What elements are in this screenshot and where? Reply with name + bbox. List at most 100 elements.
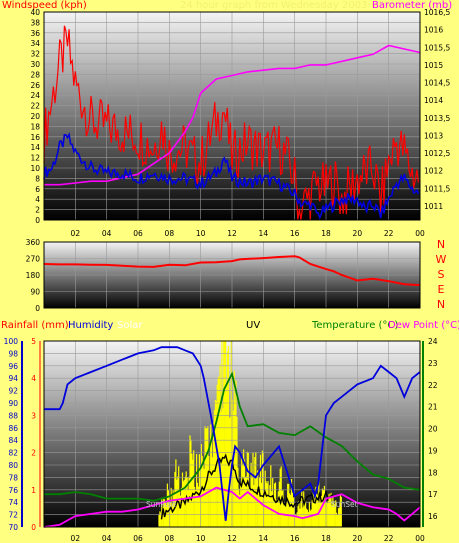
x-tick-label: 16 [290, 534, 300, 543]
solar-bar [220, 411, 222, 527]
solar-bar [273, 500, 275, 527]
solar-bar [249, 488, 251, 527]
solar-bar [243, 449, 245, 527]
x-tick-label: 18 [321, 229, 331, 238]
solar-bar [158, 514, 160, 527]
solar-bar [338, 507, 340, 527]
windspeed-label: Windspeed (kph) [2, 0, 87, 11]
solar-bar [241, 455, 243, 527]
x-tick-label: 22 [384, 229, 394, 238]
solar-bar [238, 488, 240, 527]
rainfall-tick-label: 2 [31, 449, 36, 458]
windspeed-tick-label: 12 [30, 154, 40, 163]
temperature-tick-label: 17 [428, 490, 438, 499]
x-tick-label: 02 [71, 229, 81, 238]
solar-bar [245, 476, 247, 527]
solar-bar [243, 459, 246, 527]
solar-bar [161, 497, 163, 527]
barometer-tick-label: 1016 [424, 26, 443, 35]
solar-bar [217, 377, 219, 527]
solar-bar [274, 482, 277, 527]
humidity-tick-label: 100 [4, 337, 19, 346]
humidity-tick-label: 74 [8, 498, 18, 507]
solar-bar [328, 493, 330, 527]
solar-bar [334, 504, 336, 527]
solar-bar [314, 497, 316, 527]
direction-tick-label: 270 [26, 255, 41, 264]
solar-bar [248, 489, 250, 527]
x-tick-label: 22 [384, 534, 394, 543]
temperature-tick-label: 22 [428, 381, 438, 390]
solar-bar [180, 495, 182, 527]
solar-bar [214, 400, 216, 527]
x-tick-label: 14 [259, 534, 269, 543]
solar-bar [320, 498, 322, 527]
solar-bar [289, 493, 291, 527]
solar-bar [172, 489, 174, 527]
solar-bar [225, 341, 227, 527]
graph-title: 24 hour graph from Wednesday 2003 [180, 0, 368, 11]
humidity-tick-label: 72 [8, 511, 18, 520]
x-tick-label: 04 [102, 229, 112, 238]
barometer-tick-label: 1012 [424, 167, 443, 176]
solar-bar [291, 492, 293, 527]
windspeed-tick-label: 36 [30, 29, 40, 38]
wind-direction-series [43, 255, 421, 287]
solar-bar [326, 502, 328, 527]
dewpoint-series [43, 486, 421, 528]
top-header: Windspeed (kph) 24 hour graph from Wedne… [0, 0, 459, 14]
solar-bar [336, 512, 338, 527]
solar-bar [182, 481, 184, 527]
solar-bar [196, 454, 198, 527]
solar-bar [283, 505, 285, 527]
solar-bar [306, 509, 309, 527]
solar-bar [337, 508, 340, 527]
rainfall-label: Rainfall (mm) [1, 320, 69, 331]
solar-bar [290, 494, 292, 527]
windspeed-tick-label: 40 [30, 8, 40, 17]
solar-bar [337, 514, 339, 527]
windspeed-tick-label: 24 [30, 91, 40, 100]
x-tick-label: 12 [227, 229, 237, 238]
windspeed-average-series [43, 132, 420, 220]
solar-bar [287, 483, 289, 527]
solar-bar [319, 501, 321, 527]
x-tick-label: 00 [415, 534, 425, 543]
solar-bar [310, 509, 312, 527]
solar-bar [278, 481, 280, 527]
solar-bar [303, 491, 305, 527]
solar-bar [171, 505, 173, 527]
temperature-label: Temperature (°C) [312, 320, 399, 331]
barometer-label: Barometer (mb) [372, 0, 453, 11]
x-tick-label: 20 [353, 229, 363, 238]
x-tick-label: 02 [71, 534, 81, 543]
solar-bar [277, 491, 279, 527]
solar-bar [259, 454, 262, 527]
solar-bar [321, 488, 324, 527]
humidity-tick-label: 90 [8, 399, 18, 408]
solar-bar [204, 426, 206, 527]
barometer-tick-label: 1012,5 [424, 149, 450, 158]
solar-bar [279, 468, 281, 527]
windspeed-tick-label: 30 [30, 60, 40, 69]
solar-bar [191, 453, 193, 527]
temperature-tick-label: 16 [428, 512, 438, 521]
solar-bar [311, 499, 313, 527]
compass-e: E [437, 283, 445, 296]
solar-bar [317, 495, 319, 527]
solar-bar [221, 341, 223, 527]
solar-bar [282, 490, 284, 527]
temperature-series [44, 371, 421, 502]
solar-bar [301, 491, 303, 527]
solar-bar [288, 483, 290, 527]
solar-bar [190, 439, 192, 527]
humidity-label: Humidity [68, 320, 114, 331]
solar-bar [264, 470, 266, 527]
solar-bar [196, 482, 199, 527]
solar-bar [223, 341, 225, 527]
solar-bar [211, 439, 213, 527]
barometer-tick-label: 1011,5 [424, 184, 450, 193]
windspeed-tick-label: 20 [30, 112, 40, 121]
